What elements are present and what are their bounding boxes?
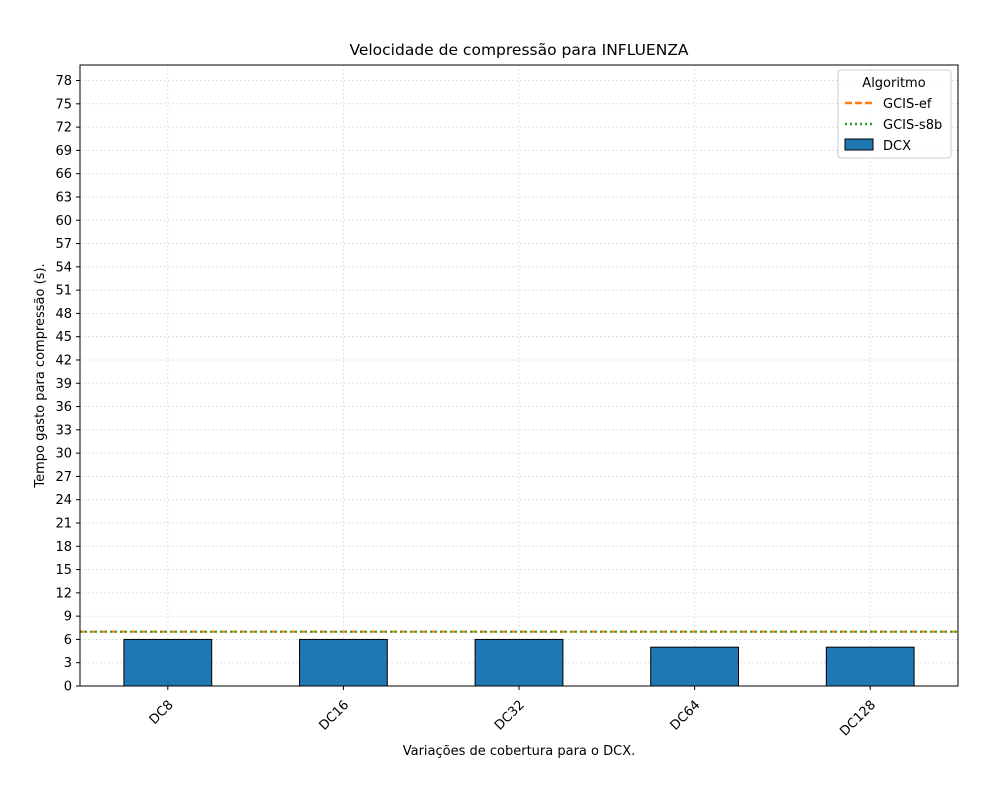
y-tick-label: 6 [64, 633, 72, 648]
bar-dc16 [299, 638, 388, 687]
y-tick-label: 45 [55, 330, 72, 345]
y-tick-label: 48 [55, 307, 72, 322]
legend: Algoritmo GCIS-ef GCIS-s8b DCX [837, 69, 952, 159]
y-tick-label: 66 [55, 167, 72, 182]
y-tick-label: 63 [55, 190, 72, 205]
y-tick-label: 33 [55, 423, 72, 438]
y-tick-label: 3 [64, 656, 72, 671]
y-axis-label: Tempo gasto para compressão (s). [33, 263, 48, 488]
y-tick-label: 24 [55, 493, 72, 508]
y-tick-label: 57 [55, 237, 72, 252]
bar-dc32 [474, 638, 564, 687]
bar-dc128 [825, 646, 915, 687]
y-tick-label: 54 [55, 260, 72, 275]
y-tick-label: 18 [55, 540, 72, 555]
legend-swatch-dcx [844, 138, 874, 151]
legend-label-gcis-s8b: GCIS-s8b [883, 118, 942, 133]
chart-title: Velocidade de compressão para INFLUENZA [349, 41, 688, 59]
y-tick-label: 60 [55, 214, 72, 229]
bar-dc8 [123, 638, 213, 687]
bars [123, 638, 915, 687]
x-axis-label: Variações de cobertura para o DCX. [403, 744, 636, 759]
y-tick-label: 69 [55, 144, 72, 159]
y-tick-label: 27 [55, 470, 72, 485]
y-axis-ticks: 0369121518212427303336394245485154576063… [55, 74, 80, 695]
y-tick-label: 12 [55, 586, 72, 601]
y-tick-label: 51 [55, 284, 72, 299]
bar-dc64 [650, 646, 740, 687]
y-tick-label: 0 [64, 680, 72, 695]
grid-layer [80, 65, 958, 687]
y-tick-label: 42 [55, 353, 72, 368]
legend-box [837, 69, 952, 159]
legend-label-gcis-ef: GCIS-ef [883, 97, 932, 112]
y-tick-label: 30 [55, 447, 72, 462]
y-tick-label: 39 [55, 377, 72, 392]
y-tick-label: 36 [55, 400, 72, 415]
y-tick-label: 75 [55, 97, 72, 112]
legend-label-dcx: DCX [883, 139, 911, 154]
y-tick-label: 21 [55, 516, 72, 531]
y-tick-label: 78 [55, 74, 72, 89]
y-tick-label: 72 [55, 121, 72, 136]
y-tick-label: 9 [64, 610, 72, 625]
legend-title: Algoritmo [862, 76, 925, 91]
y-tick-label: 15 [55, 563, 72, 578]
